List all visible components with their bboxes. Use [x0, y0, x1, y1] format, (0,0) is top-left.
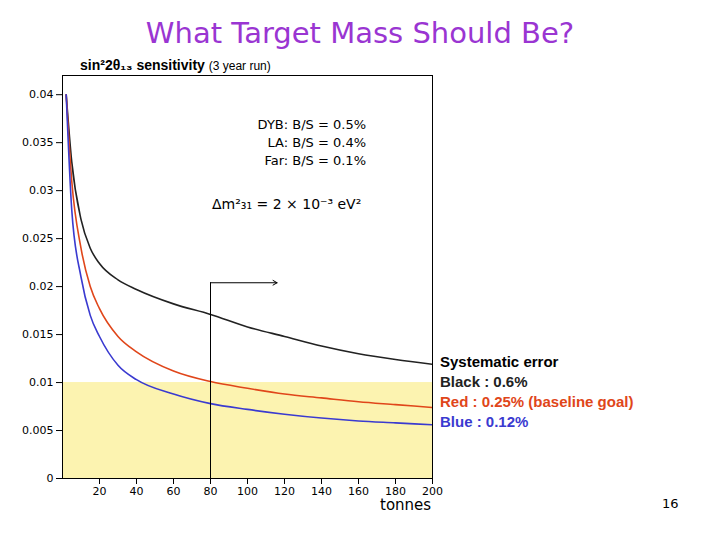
- svg-text:0.01: 0.01: [29, 376, 54, 389]
- svg-text:40: 40: [130, 485, 144, 498]
- svg-text:20: 20: [93, 485, 107, 498]
- html-text:Δm²₃₁ = 2 × 10⁻³ eV²: Δm²₃₁ = 2 × 10⁻³ eV²: [212, 196, 362, 212]
- svg-text:0.03: 0.03: [29, 184, 54, 197]
- svg-text:0.02: 0.02: [29, 280, 54, 293]
- html-text:sin²2θ₁₃ sensitivity (3 year r: sin²2θ₁₃ sensitivity (3 year run): [80, 57, 271, 73]
- svg-text:140: 140: [311, 485, 332, 498]
- svg-text:80: 80: [204, 485, 218, 498]
- html-text:16: 16: [662, 496, 679, 511]
- html-text:Black : 0.6%: Black : 0.6%: [440, 373, 528, 390]
- svg-text:160: 160: [348, 485, 369, 498]
- svg-text:0.005: 0.005: [22, 424, 54, 437]
- html-text:Systematic error: Systematic error: [440, 353, 559, 370]
- html-text:What Target Mass Should Be?: What Target Mass Should Be?: [145, 16, 575, 50]
- html-text:LA: B/S = 0.4%: LA: B/S = 0.4%: [267, 135, 366, 150]
- html-text:Far: B/S = 0.1%: Far: B/S = 0.1%: [264, 153, 366, 168]
- svg-text:0.015: 0.015: [22, 328, 54, 341]
- svg-text:60: 60: [167, 485, 181, 498]
- svg-text:100: 100: [237, 485, 258, 498]
- svg-text:200: 200: [422, 485, 443, 499]
- svg-text:0.025: 0.025: [22, 232, 54, 245]
- svg-text:0.04: 0.04: [29, 88, 54, 101]
- svg-text:0.035: 0.035: [22, 136, 54, 149]
- svg-text:0: 0: [47, 472, 54, 485]
- html-text:Blue : 0.12%: Blue : 0.12%: [440, 413, 529, 430]
- svg-text:120: 120: [274, 485, 295, 498]
- svg-text:180: 180: [385, 485, 406, 499]
- html-text:DYB: B/S = 0.5%: DYB: B/S = 0.5%: [257, 117, 366, 132]
- html-text:tonnes: tonnes: [380, 496, 432, 514]
- html-text:Red : 0.25% (baseline goal): Red : 0.25% (baseline goal): [440, 393, 634, 410]
